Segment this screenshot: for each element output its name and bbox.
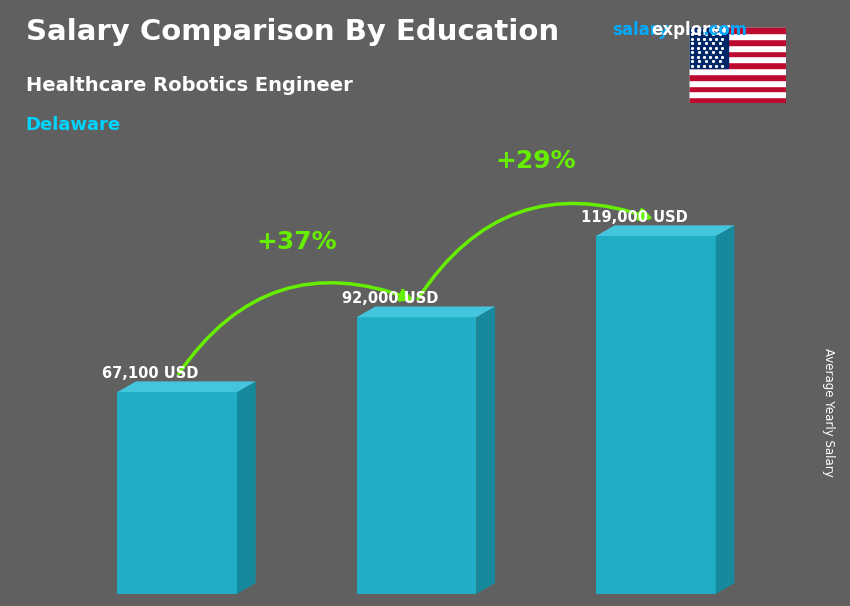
Bar [688, 33, 786, 39]
Polygon shape [476, 307, 495, 594]
Text: Average Yearly Salary: Average Yearly Salary [822, 348, 836, 476]
Polygon shape [117, 381, 256, 392]
Text: +29%: +29% [496, 149, 576, 173]
Text: Salary Comparison By Education: Salary Comparison By Education [26, 18, 558, 46]
Polygon shape [596, 225, 734, 236]
Bar [688, 27, 786, 33]
Bar [688, 68, 786, 74]
Text: .com: .com [702, 21, 747, 39]
Text: salary: salary [612, 21, 669, 39]
Bar [688, 85, 786, 92]
Polygon shape [117, 392, 237, 594]
Polygon shape [716, 225, 734, 594]
Bar [688, 97, 786, 103]
Bar [688, 50, 786, 56]
Bar [688, 39, 786, 45]
Text: 119,000 USD: 119,000 USD [581, 210, 688, 225]
Text: 67,100 USD: 67,100 USD [102, 366, 199, 381]
Bar [688, 62, 786, 68]
Bar [688, 74, 786, 80]
Polygon shape [237, 381, 256, 594]
Bar [688, 45, 786, 50]
Text: Delaware: Delaware [26, 116, 121, 135]
Bar [688, 56, 786, 62]
Text: explorer: explorer [651, 21, 730, 39]
Polygon shape [357, 317, 476, 594]
Text: Healthcare Robotics Engineer: Healthcare Robotics Engineer [26, 76, 352, 95]
Text: +37%: +37% [257, 230, 337, 254]
Polygon shape [357, 307, 495, 317]
Bar [688, 92, 786, 97]
Text: 92,000 USD: 92,000 USD [342, 291, 438, 306]
Bar [688, 80, 786, 85]
Polygon shape [596, 236, 716, 594]
Bar [688, 27, 728, 68]
